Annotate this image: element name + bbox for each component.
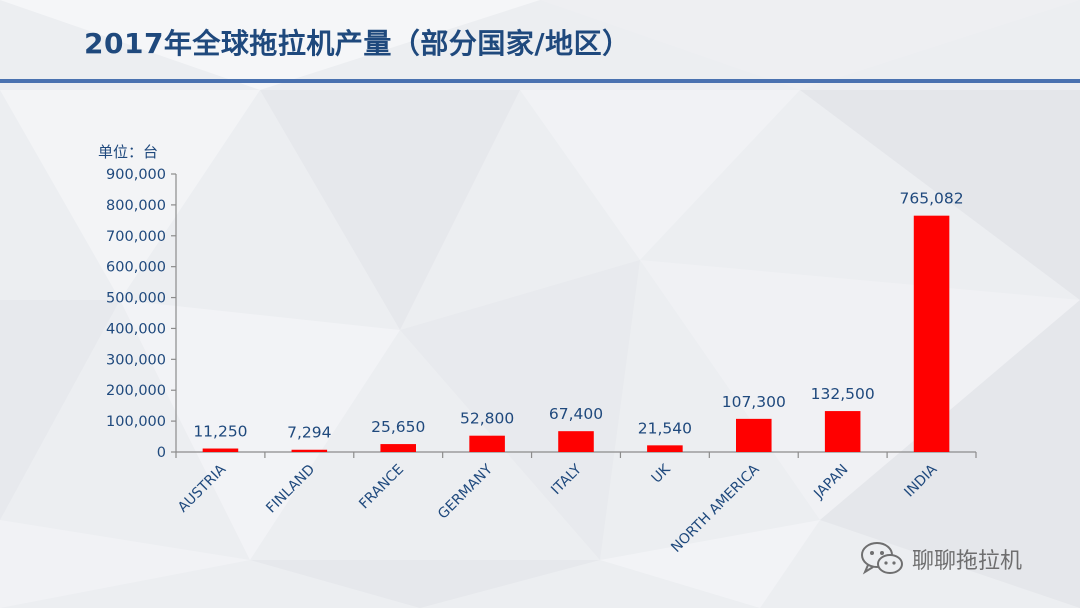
y-tick-label: 500,000 xyxy=(106,291,166,307)
data-label: 52,800 xyxy=(460,410,514,428)
x-tick-label: ITALY xyxy=(548,461,585,498)
x-tick-label: UK xyxy=(649,461,675,487)
y-tick-label: 400,000 xyxy=(106,321,166,337)
data-label: 107,300 xyxy=(722,393,786,411)
watermark: 聊聊拖拉机 xyxy=(860,540,1022,578)
x-tick-label: FINLAND xyxy=(263,462,318,517)
data-label: 132,500 xyxy=(811,385,875,403)
bar-uk xyxy=(647,445,683,452)
x-axis: AUSTRIA FINLAND FRANCE GERMANY ITALY UKNORTH … xyxy=(175,451,977,556)
y-tick-label: 200,000 xyxy=(106,383,166,399)
bar-finland xyxy=(291,449,328,452)
x-tick-label: JAPAN xyxy=(810,462,851,503)
x-tick-label: INDIA xyxy=(901,461,940,500)
page-title: 2017年全球拖拉机产量（部分国家/地区） xyxy=(84,27,631,60)
bars xyxy=(202,215,950,452)
watermark-text: 聊聊拖拉机 xyxy=(912,549,1023,574)
title-divider xyxy=(0,79,1080,83)
bar-india xyxy=(913,215,950,452)
y-axis: 0 100,000 200,000 300,000 400,000 500,000 600,… xyxy=(106,167,177,461)
bar-france xyxy=(380,444,416,452)
unit-label: 单位：台 xyxy=(98,143,158,161)
x-tick-label: GERMANY xyxy=(435,461,496,522)
y-tick-label: 100,000 xyxy=(106,414,166,430)
y-tick-label: 0 xyxy=(157,445,166,461)
y-tick-label: 900,000 xyxy=(106,167,166,183)
x-tick-label: FRANCE xyxy=(356,462,407,513)
data-label: 7,294 xyxy=(287,424,331,442)
data-label: 67,400 xyxy=(549,405,603,423)
y-tick-label: 700,000 xyxy=(106,229,166,245)
data-label: 765,082 xyxy=(900,190,964,208)
data-label: 11,250 xyxy=(193,423,247,441)
data-label: 25,650 xyxy=(371,418,425,436)
bar-north-america xyxy=(736,418,772,452)
data-label: 21,540 xyxy=(638,419,692,437)
bar-austria xyxy=(202,448,239,452)
y-tick-label: 300,000 xyxy=(106,352,166,368)
wechat-icon xyxy=(861,542,903,575)
x-tick-label: AUSTRIA xyxy=(175,461,230,516)
data-labels: 11,250 7,294 25,650 52,800 67,400 21,540 107,3… xyxy=(193,190,963,442)
bar-japan xyxy=(824,411,861,452)
bar-germany xyxy=(469,435,505,452)
bar-italy xyxy=(558,431,594,452)
y-tick-label: 800,000 xyxy=(106,198,166,214)
x-tick-label: NORTH AMERICA xyxy=(668,461,763,556)
y-tick-label: 600,000 xyxy=(106,260,166,276)
